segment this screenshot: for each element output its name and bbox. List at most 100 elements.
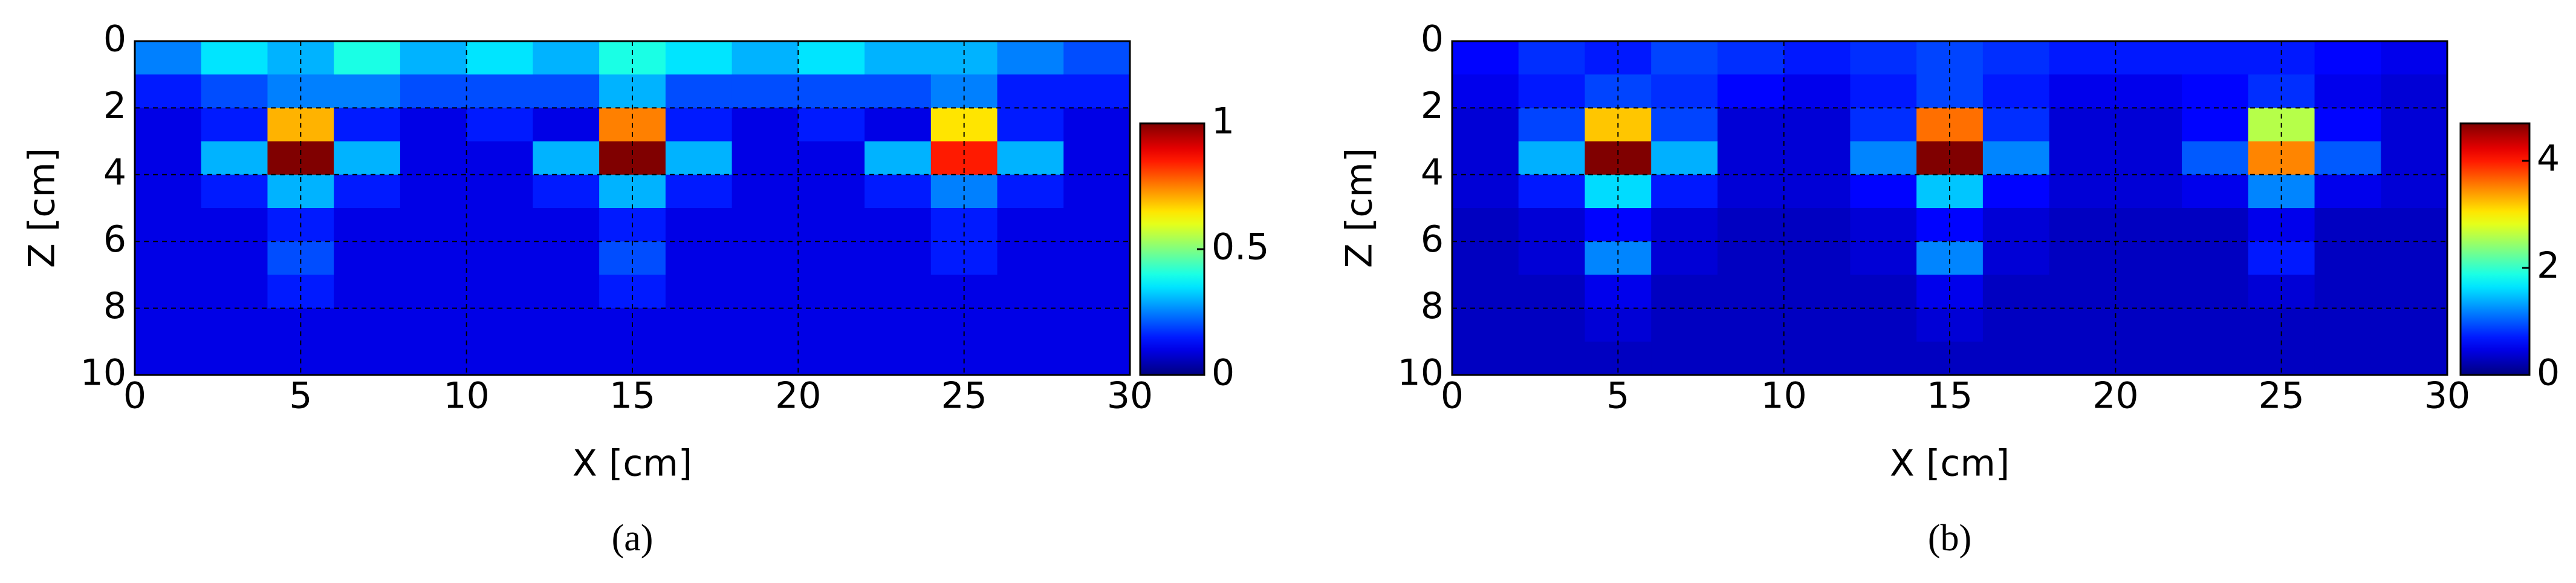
heat-cell <box>665 41 733 75</box>
colorbar-tick-label: 2 <box>2537 245 2560 287</box>
heat-cell <box>1518 141 1585 175</box>
y-tick-label: 10 <box>80 352 126 394</box>
heat-cell <box>1850 208 1917 242</box>
heat-cell <box>1982 275 2050 309</box>
heat-cell <box>798 241 865 275</box>
heat-cell <box>334 74 401 108</box>
heat-cell <box>1063 308 1131 342</box>
heat-cell <box>798 341 865 376</box>
heat-cell <box>2049 41 2116 75</box>
heat-cell <box>2182 108 2249 142</box>
heat-cell <box>533 275 600 309</box>
colorbar-tick-label: 0 <box>1212 352 1234 394</box>
heat-cell <box>865 275 932 309</box>
heat-cell <box>1518 41 1585 75</box>
heat-cell <box>466 174 533 209</box>
heat-cell <box>2314 275 2381 309</box>
heat-cell <box>466 74 533 108</box>
heat-cell <box>466 208 533 242</box>
heat-cell <box>466 108 533 142</box>
heat-cell <box>1783 108 1851 142</box>
heat-cell <box>1717 108 1785 142</box>
heat-cell <box>798 41 865 75</box>
heat-cell <box>865 208 932 242</box>
y-axis-label: Z [cm] <box>1338 148 1381 268</box>
heat-cell <box>135 241 202 275</box>
heat-cell <box>1518 108 1585 142</box>
heat-cell <box>1982 208 2050 242</box>
heat-cell <box>732 308 799 342</box>
heat-cell <box>2115 241 2182 275</box>
heat-cell <box>2381 41 2448 75</box>
heat-cell <box>1063 174 1131 209</box>
heat-cell <box>135 275 202 309</box>
x-tick-label: 15 <box>1927 375 1973 417</box>
heat-cell <box>2314 74 2381 108</box>
x-tick-label: 25 <box>2258 375 2304 417</box>
plot-frame <box>1451 40 2448 376</box>
heat-cell <box>2049 275 2116 309</box>
heat-cell <box>334 341 401 376</box>
y-tick-label: 6 <box>1421 218 1444 261</box>
heat-cell <box>1850 141 1917 175</box>
heat-cell <box>2182 141 2249 175</box>
heat-cell <box>798 174 865 209</box>
x-tick-label: 25 <box>941 375 987 417</box>
heat-cell <box>997 208 1064 242</box>
heat-cell <box>334 208 401 242</box>
heat-cell <box>732 74 799 108</box>
heat-cell <box>400 208 467 242</box>
heat-cell <box>1518 74 1585 108</box>
plot-frame <box>134 40 1131 376</box>
heat-cell <box>665 74 733 108</box>
heat-cell <box>1850 341 1917 376</box>
heat-cell <box>2182 74 2249 108</box>
heat-cell <box>798 275 865 309</box>
heat-cell <box>1850 308 1917 342</box>
heat-cell <box>665 308 733 342</box>
heat-cell <box>1783 341 1851 376</box>
heat-cell <box>2381 74 2448 108</box>
heat-cell <box>1717 74 1785 108</box>
heat-cell <box>135 108 202 142</box>
heat-cell <box>2115 275 2182 309</box>
heat-cell <box>665 174 733 209</box>
heat-cell <box>997 341 1064 376</box>
heat-cell <box>135 341 202 376</box>
x-tick-label: 20 <box>2092 375 2138 417</box>
heat-cell <box>2115 141 2182 175</box>
heat-cell <box>466 275 533 309</box>
heat-cell <box>201 308 268 342</box>
heat-cell <box>2381 308 2448 342</box>
heat-cell <box>1452 341 1519 376</box>
y-axis-label: Z [cm] <box>21 148 63 268</box>
heat-cell <box>1717 241 1785 275</box>
heat-cell <box>2381 275 2448 309</box>
y-tick-label: 10 <box>1398 352 1444 394</box>
x-tick-label: 5 <box>289 375 312 417</box>
heat-cell <box>732 241 799 275</box>
heat-cell <box>1651 108 1718 142</box>
heat-cell <box>533 41 600 75</box>
heat-cell <box>1717 341 1785 376</box>
heat-cell <box>334 108 401 142</box>
heat-cell <box>732 108 799 142</box>
y-tick-label: 2 <box>103 85 126 127</box>
heat-cell <box>865 341 932 376</box>
heat-cell <box>2314 341 2381 376</box>
y-tick-label: 8 <box>1421 285 1444 327</box>
heat-cell <box>1063 275 1131 309</box>
heat-cell <box>2381 141 2448 175</box>
heat-cell <box>997 141 1064 175</box>
heat-cell <box>466 41 533 75</box>
heat-cell <box>1063 41 1131 75</box>
heat-cell <box>798 108 865 142</box>
x-tick-label: 5 <box>1606 375 1629 417</box>
heat-cell <box>2115 208 2182 242</box>
x-tick-label: 20 <box>775 375 821 417</box>
heat-cell <box>135 208 202 242</box>
heat-cell <box>466 308 533 342</box>
heat-cell <box>1518 308 1585 342</box>
heat-cell <box>400 174 467 209</box>
